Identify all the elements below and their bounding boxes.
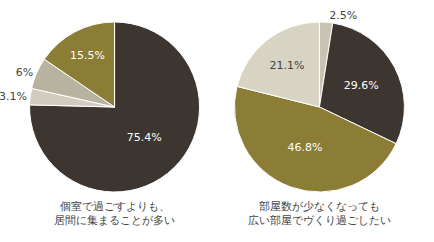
svg-text:2.5%: 2.5% (329, 9, 357, 22)
svg-text:15.5%: 15.5% (70, 49, 105, 62)
svg-text:3.1%: 3.1% (0, 90, 27, 103)
svg-text:21.1%: 21.1% (270, 59, 305, 72)
svg-text:29.6%: 29.6% (344, 79, 379, 92)
svg-text:6%: 6% (16, 66, 33, 79)
svg-text:個室で過ごすよりも、居間に集まることが多い: 個室で過ごすよりも、居間に集まることが多い (54, 200, 175, 227)
svg-text:75.4%: 75.4% (127, 131, 162, 144)
svg-text:46.8%: 46.8% (288, 141, 323, 154)
svg-text:部屋数が少なくなっても広い部屋でヴくり過ごしたい: 部屋数が少なくなっても広い部屋でヴくり過ごしたい (248, 200, 391, 227)
